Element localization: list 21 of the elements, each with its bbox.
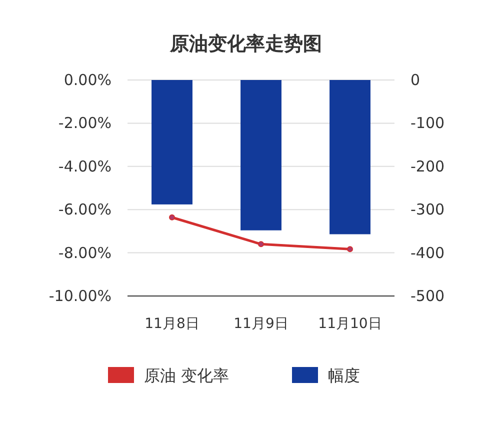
y-tick-label: -2.00%: [58, 114, 112, 132]
x-tick-label: 11月9日: [234, 316, 288, 332]
y2-tick-label: -500: [410, 287, 445, 305]
y2-tick-label: -300: [410, 200, 445, 219]
y2-tick-label: -100: [410, 114, 445, 132]
y-tick-label: -8.00%: [58, 244, 112, 262]
x-tick-label: 11月10日: [318, 316, 382, 332]
chart-title: 原油变化率走势图: [169, 33, 322, 55]
x-tick-label: 11月8日: [144, 316, 200, 332]
y2-tick-label: -200: [410, 157, 445, 176]
legend-label: 幅度: [328, 366, 360, 385]
y2-tick-label: 0: [410, 71, 420, 89]
y-tick-label: -6.00%: [58, 200, 112, 219]
y-tick-label: -4.00%: [58, 157, 112, 176]
point: [258, 241, 264, 248]
legend-label: 原油 变化率: [144, 366, 230, 385]
point: [347, 246, 353, 252]
y-tick-label: -10.00%: [48, 287, 112, 305]
point: [169, 214, 175, 220]
y2-tick-label: -400: [410, 244, 445, 262]
y-tick-label: 0.00%: [64, 71, 112, 89]
